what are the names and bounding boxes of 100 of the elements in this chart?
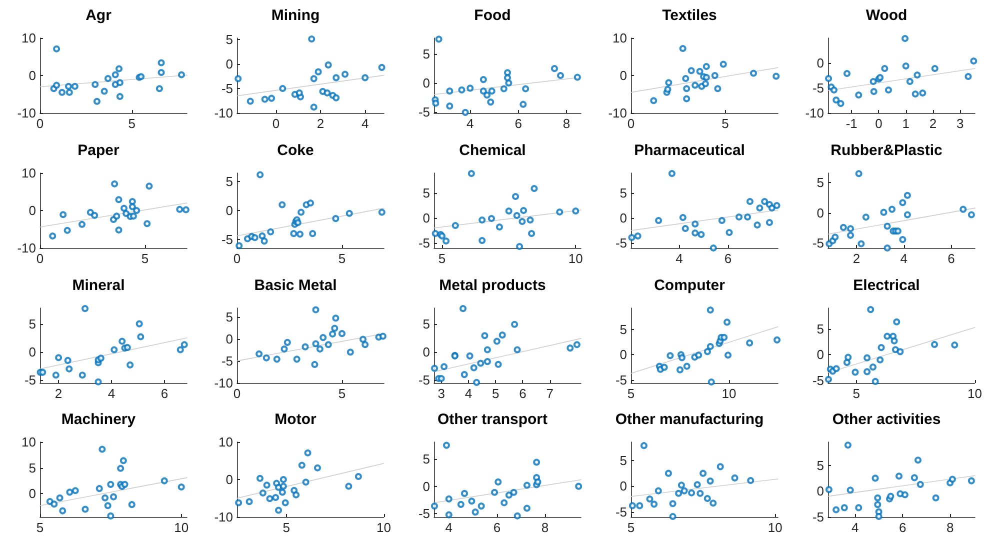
chart-title: Basic Metal bbox=[254, 276, 337, 294]
y-tick-label: -5 bbox=[812, 80, 824, 96]
chart-title: Metal products bbox=[439, 276, 546, 294]
y-tick-label: -5 bbox=[615, 372, 627, 387]
x-tick-label: 6 bbox=[724, 250, 732, 266]
y-tick-label: 0 bbox=[816, 346, 824, 362]
chart-title: Pharmaceutical bbox=[634, 142, 745, 159]
y-tick-label: 5 bbox=[620, 185, 627, 200]
x-tick-label: 0 bbox=[272, 116, 280, 131]
y-tick-label: 10 bbox=[218, 434, 233, 450]
y-tick-label: 0 bbox=[226, 56, 233, 72]
x-tick-label: 1 bbox=[902, 116, 910, 131]
x-tick-label: 4 bbox=[445, 520, 453, 536]
y-tick-label: 5 bbox=[620, 321, 627, 336]
chart-title: Coke bbox=[277, 142, 314, 159]
x-tick-label: -1 bbox=[846, 116, 858, 131]
y-tick-label: -5 bbox=[418, 104, 430, 120]
x-tick-label: 4 bbox=[361, 116, 369, 131]
x-tick-label: 5 bbox=[492, 386, 500, 400]
x-tick-label: 2 bbox=[54, 386, 62, 400]
chart-title: Paper bbox=[78, 142, 120, 159]
x-tick-label: 5 bbox=[722, 116, 729, 131]
y-tick-label: 5 bbox=[816, 458, 824, 474]
x-tick-label: 4 bbox=[676, 250, 683, 266]
x-tick-label: 5 bbox=[852, 386, 860, 400]
y-tick-label: 0 bbox=[422, 76, 430, 90]
x-tick-label: 5 bbox=[338, 386, 346, 400]
chart-title: Agr bbox=[86, 7, 112, 24]
x-tick-label: 6 bbox=[514, 116, 522, 131]
chart-title: Textiles bbox=[662, 7, 717, 24]
y-tick-label: 0 bbox=[422, 479, 430, 494]
y-tick-label: -5 bbox=[221, 232, 233, 247]
y-tick-label: 5 bbox=[422, 452, 430, 467]
y-tick-label: 5 bbox=[28, 460, 36, 476]
y-tick-label: 0 bbox=[226, 330, 233, 346]
y-tick-label: 0 bbox=[28, 486, 36, 502]
y-tick-label: -5 bbox=[615, 504, 627, 520]
chart-title: Mining bbox=[271, 7, 320, 24]
y-tick-label: -5 bbox=[24, 372, 36, 388]
chart-title: Other activities bbox=[832, 411, 941, 428]
x-tick-label: 8 bbox=[562, 116, 570, 131]
y-tick-label: -5 bbox=[615, 235, 627, 250]
y-tick-label: -5 bbox=[418, 372, 430, 388]
y-tick-label: 5 bbox=[226, 32, 233, 47]
x-tick-label: 5 bbox=[141, 250, 149, 266]
y-tick-label: 0 bbox=[28, 68, 36, 83]
chart-title: Machinery bbox=[61, 411, 136, 428]
y-tick-label: -5 bbox=[812, 372, 824, 388]
y-tick-label: 5 bbox=[422, 316, 430, 331]
y-tick-label: 5 bbox=[816, 321, 824, 336]
y-tick-label: 10 bbox=[22, 434, 36, 450]
x-tick-label: 5 bbox=[282, 520, 290, 536]
y-tick-label: 5 bbox=[226, 308, 233, 324]
x-tick-label: 6 bbox=[493, 520, 501, 536]
chart-title: Wood bbox=[866, 7, 908, 24]
x-tick-label: 4 bbox=[851, 520, 859, 536]
x-tick-label: 4 bbox=[466, 116, 474, 131]
x-tick-label: 10 bbox=[722, 386, 736, 400]
x-tick-label: 4 bbox=[900, 250, 908, 266]
x-tick-label: 10 bbox=[968, 386, 982, 400]
chart-title: Mineral bbox=[72, 276, 125, 294]
y-tick-label: -5 bbox=[221, 352, 233, 368]
x-tick-label: 10 bbox=[174, 520, 189, 536]
y-tick-label: 0 bbox=[620, 68, 627, 83]
x-tick-label: 7 bbox=[546, 386, 554, 400]
y-tick-label: 0 bbox=[620, 346, 627, 362]
y-tick-label: -10 bbox=[17, 106, 36, 120]
x-tick-label: 8 bbox=[946, 520, 954, 536]
y-tick-label: -5 bbox=[812, 235, 824, 250]
y-tick-label: -10 bbox=[214, 106, 233, 120]
y-tick-label: 5 bbox=[816, 174, 824, 190]
x-tick-label: 10 bbox=[568, 250, 583, 266]
y-tick-label: 5 bbox=[226, 174, 233, 189]
x-tick-label: 10 bbox=[376, 520, 392, 536]
y-tick-label: 0 bbox=[620, 210, 627, 226]
y-tick-label: -5 bbox=[418, 235, 430, 250]
y-tick-label: 10 bbox=[612, 30, 627, 46]
x-tick-label: 5 bbox=[128, 116, 136, 131]
chart-title: Electrical bbox=[853, 276, 920, 294]
y-tick-label: -5 bbox=[812, 510, 824, 525]
chart-title: Other manufacturing bbox=[615, 411, 764, 428]
y-tick-label: 0 bbox=[226, 472, 233, 488]
chart-title: Rubber&Plastic bbox=[830, 142, 942, 159]
y-tick-label: 0 bbox=[28, 202, 36, 218]
y-tick-label: 0 bbox=[422, 210, 430, 226]
x-tick-label: 2 bbox=[929, 116, 937, 131]
x-tick-label: 3 bbox=[438, 386, 445, 400]
x-tick-label: 8 bbox=[541, 520, 549, 536]
y-tick-label: 10 bbox=[22, 165, 36, 180]
y-tick-label: 5 bbox=[422, 185, 430, 200]
chart-title: Motor bbox=[274, 411, 316, 428]
x-tick-label: 6 bbox=[160, 386, 168, 400]
y-tick-label: -10 bbox=[214, 510, 233, 525]
y-tick-label: 5 bbox=[620, 453, 627, 468]
y-tick-label: 10 bbox=[22, 30, 36, 46]
y-tick-label: 0 bbox=[422, 344, 430, 359]
x-tick-label: 4 bbox=[108, 386, 116, 400]
x-tick-label: 5 bbox=[438, 250, 446, 266]
x-tick-label: 2 bbox=[852, 250, 860, 266]
x-tick-label: 6 bbox=[519, 386, 526, 400]
